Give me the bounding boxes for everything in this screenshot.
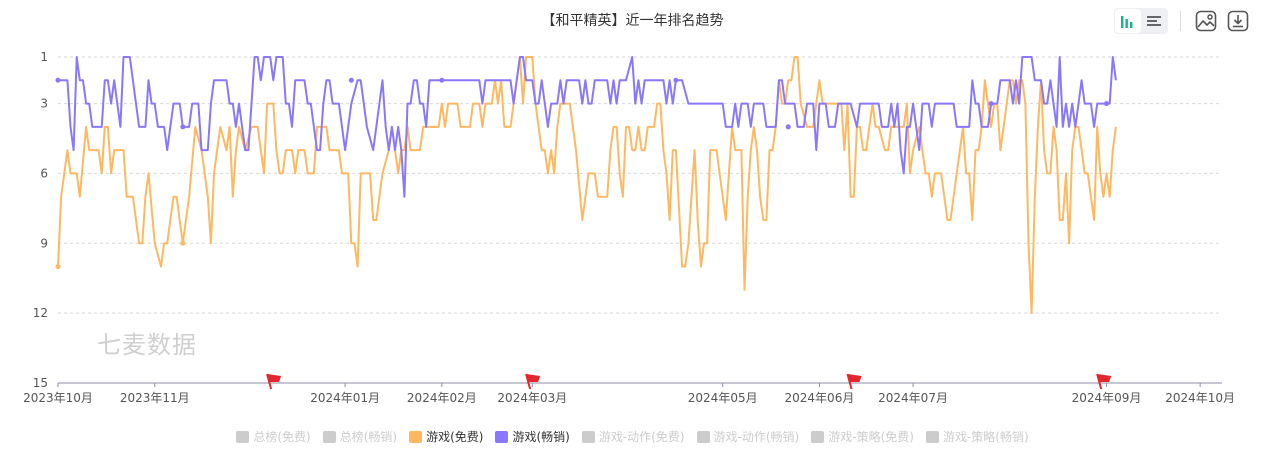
legend-item[interactable]: 游戏-策略(免费) [811, 428, 914, 445]
chart-title: 【和平精英】近一年排名趋势 [541, 13, 724, 29]
y-tick-label: 9 [40, 236, 48, 250]
y-tick-label: 1 [40, 50, 48, 64]
data-point [348, 77, 354, 83]
data-point [180, 240, 186, 246]
legend-item[interactable]: 总榜(免费) [236, 428, 311, 445]
list-view-button[interactable] [1141, 9, 1167, 33]
toolbar [1114, 8, 1251, 34]
event-flag-icon[interactable] [525, 373, 541, 390]
legend-item[interactable]: 游戏(畅销) [495, 428, 570, 445]
list-icon [1147, 16, 1161, 26]
legend-label: 游戏-动作(免费) [598, 430, 685, 444]
y-tick-label: 12 [33, 306, 48, 320]
x-tick-label: 2023年11月 [120, 391, 190, 405]
legend-item[interactable]: 游戏-策略(畅销) [925, 428, 1029, 445]
legend-swatch [495, 430, 509, 443]
image-icon [1195, 10, 1217, 32]
watermark: 七麦数据 [97, 331, 197, 359]
legend-label: 游戏-策略(畅销) [942, 430, 1029, 444]
data-point [673, 77, 679, 83]
x-tick-label: 2024年10月 [1165, 391, 1235, 405]
legend-swatch [409, 430, 423, 443]
legend-swatch [322, 430, 336, 443]
x-tick-label: 2024年02月 [407, 391, 477, 405]
event-flag-icon[interactable] [846, 373, 862, 390]
x-tick-label: 2024年06月 [785, 391, 855, 405]
x-tick-label: 2024年03月 [497, 391, 567, 405]
y-tick-label: 15 [33, 376, 48, 390]
event-flag-icon[interactable] [266, 373, 282, 390]
legend-swatch [581, 430, 595, 443]
legend: 总榜(免费) 总榜(畅销) 游戏(免费) 游戏(畅销) 游戏-动作(免费) 游戏-动作(畅… [0, 428, 1265, 445]
data-point [1104, 101, 1110, 107]
x-tick-label: 2024年05月 [688, 391, 758, 405]
event-flag-icon[interactable] [1096, 373, 1112, 390]
legend-swatch [811, 430, 825, 443]
data-point [439, 77, 445, 83]
legend-label: 游戏-策略(免费) [828, 430, 914, 444]
legend-swatch [925, 430, 939, 443]
data-point [55, 264, 61, 270]
y-tick-label: 3 [40, 97, 48, 111]
legend-label: 总榜(免费) [253, 430, 311, 444]
x-tick-label: 2023年10月 [23, 391, 93, 405]
view-toggle [1114, 8, 1168, 34]
series-line-1 [58, 56, 1117, 198]
legend-swatch [696, 430, 710, 443]
legend-label: 游戏-动作(畅销) [713, 430, 800, 444]
legend-label: 游戏(畅销) [512, 430, 570, 444]
data-point [988, 101, 994, 107]
download-button[interactable] [1225, 9, 1251, 33]
legend-item[interactable]: 游戏(免费) [409, 428, 483, 445]
legend-swatch [236, 430, 250, 443]
x-tick-label: 2024年01月 [310, 391, 380, 405]
legend-label: 游戏(免费) [426, 430, 484, 444]
legend-label: 总榜(畅销) [339, 430, 398, 444]
toolbar-divider [1180, 11, 1181, 31]
legend-item[interactable]: 游戏-动作(免费) [581, 428, 685, 445]
data-point [180, 124, 186, 130]
download-icon [1227, 10, 1249, 32]
legend-item[interactable]: 总榜(畅销) [322, 428, 398, 445]
legend-item[interactable]: 游戏-动作(畅销) [696, 428, 800, 445]
x-tick-label: 2024年09月 [1072, 391, 1142, 405]
data-point [55, 77, 61, 83]
x-tick-label: 2024年07月 [878, 391, 948, 405]
bar-chart-icon [1121, 16, 1133, 28]
data-point [785, 124, 791, 130]
series-line-0 [57, 56, 1117, 315]
chart-view-button[interactable] [1115, 9, 1141, 33]
save-image-button[interactable] [1193, 9, 1219, 33]
y-tick-label: 6 [40, 166, 48, 180]
